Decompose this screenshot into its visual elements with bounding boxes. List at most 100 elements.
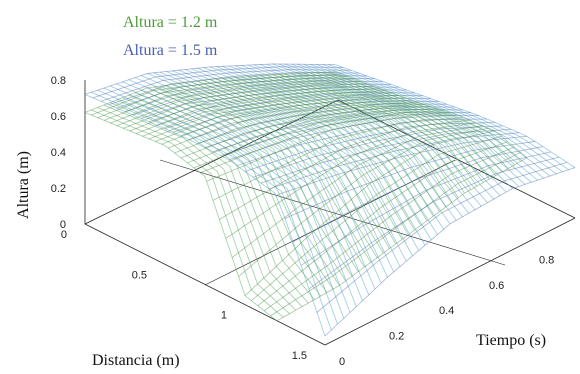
mesh-line: [184, 82, 378, 258]
mesh-line: [91, 109, 284, 318]
mesh-line: [309, 63, 551, 177]
mesh-line: [116, 83, 368, 127]
mesh-line: [324, 167, 576, 337]
mesh-line: [172, 94, 424, 133]
mesh-line: [200, 112, 451, 174]
z-tick-label: 0.8: [51, 75, 66, 87]
floor-inner-1: [204, 159, 456, 286]
mesh-line: [334, 64, 576, 168]
mesh-line: [284, 141, 536, 219]
mesh-line: [216, 66, 457, 221]
mesh-line: [266, 63, 507, 193]
mesh-line: [212, 108, 464, 153]
mesh-line: [100, 69, 352, 102]
mesh-line: [174, 104, 425, 154]
mesh-line: [193, 110, 444, 169]
floor-back-left: [84, 99, 339, 225]
legend-entry-1-5: Altura = 1.5 m: [123, 42, 218, 59]
mesh-line: [132, 80, 384, 116]
mesh-line: [124, 77, 376, 112]
mesh-line: [284, 73, 478, 187]
mesh-line: [141, 89, 334, 290]
mesh-line: [123, 85, 374, 129]
mesh-line: [197, 80, 390, 249]
z-tick-label: 0.6: [51, 111, 66, 123]
mesh-line: [308, 156, 560, 290]
z-tick-labels: 0 0.2 0.4 0.6 0.8: [51, 75, 66, 231]
mesh-line: [164, 91, 416, 130]
mesh-line: [234, 65, 476, 211]
mesh-line: [92, 66, 344, 99]
mesh-line: [84, 111, 278, 322]
mesh-line: [212, 117, 464, 201]
mesh-line: [234, 77, 428, 222]
mesh-line: [148, 86, 400, 123]
mesh-line: [316, 63, 557, 175]
mesh-line: [219, 119, 470, 220]
mesh-line: [228, 77, 422, 226]
mesh-line: [140, 83, 392, 119]
mesh-line: [328, 71, 522, 162]
mesh-line: [142, 92, 393, 137]
y-tick-label: 0.4: [439, 305, 454, 317]
mesh-line: [134, 77, 376, 290]
mesh-line: [129, 87, 380, 132]
z-axis-label: Altura (m): [15, 151, 32, 219]
mesh-line: [316, 72, 509, 169]
mesh-line: [209, 66, 451, 225]
mesh-line: [166, 84, 359, 272]
mesh-line: [257, 141, 508, 307]
mesh-line: [204, 106, 456, 149]
mesh-line: [244, 130, 496, 296]
mesh-line: [155, 97, 406, 142]
mesh-line: [110, 80, 361, 124]
z-tick-label: 0.2: [51, 183, 66, 195]
mesh-line: [203, 79, 397, 245]
mesh-line: [276, 135, 528, 196]
mesh-line: [222, 78, 415, 231]
x-axis-line: [84, 223, 326, 346]
mesh-line: [222, 65, 463, 218]
y-axis-label: Tiempo (s): [476, 332, 546, 349]
mesh-line: [316, 161, 568, 313]
mesh-line: [91, 73, 342, 116]
mesh-line: [180, 106, 432, 159]
y-tick-label: 0.2: [389, 331, 404, 343]
mesh-line: [109, 102, 303, 307]
y-tick-labels: 0 0.2 0.4 0.6 0.8: [339, 254, 554, 368]
mesh-line: [278, 74, 472, 190]
mesh-line: [187, 108, 438, 164]
mesh-line: [322, 71, 515, 166]
legend-entry-1-2: Altura = 1.2 m: [123, 14, 218, 31]
mesh-line: [153, 86, 347, 282]
x-tick-label: 0.5: [132, 269, 147, 281]
mesh-line: [266, 74, 459, 199]
mesh-line: [260, 128, 512, 184]
mesh-line: [216, 78, 409, 235]
x-axis-label: Distancia (m): [92, 352, 180, 369]
mesh-line: [309, 72, 503, 173]
mesh-line: [209, 79, 403, 240]
series-1-2-mesh: [84, 71, 528, 322]
mesh-line: [247, 76, 440, 212]
mesh-line: [241, 76, 434, 217]
series-1-5-mesh: [84, 63, 576, 337]
mesh-line: [228, 114, 480, 161]
axes-frame: [84, 80, 576, 346]
floor-inner-2: [159, 159, 506, 266]
mesh-line: [148, 95, 400, 140]
mesh-line: [253, 75, 447, 208]
y-tick-label: 0.6: [489, 280, 504, 292]
mesh-line: [128, 94, 322, 297]
mesh-line: [203, 67, 445, 230]
mesh-line: [116, 74, 368, 109]
mesh-line: [147, 87, 340, 286]
x-tick-label: 1: [221, 310, 227, 322]
mesh-line: [172, 84, 365, 268]
mesh-line: [297, 73, 490, 180]
mesh-line: [191, 81, 384, 254]
x-tick-label: 1.5: [292, 350, 307, 362]
y-tick-label: 0: [339, 356, 345, 368]
mesh-line: [91, 91, 332, 331]
